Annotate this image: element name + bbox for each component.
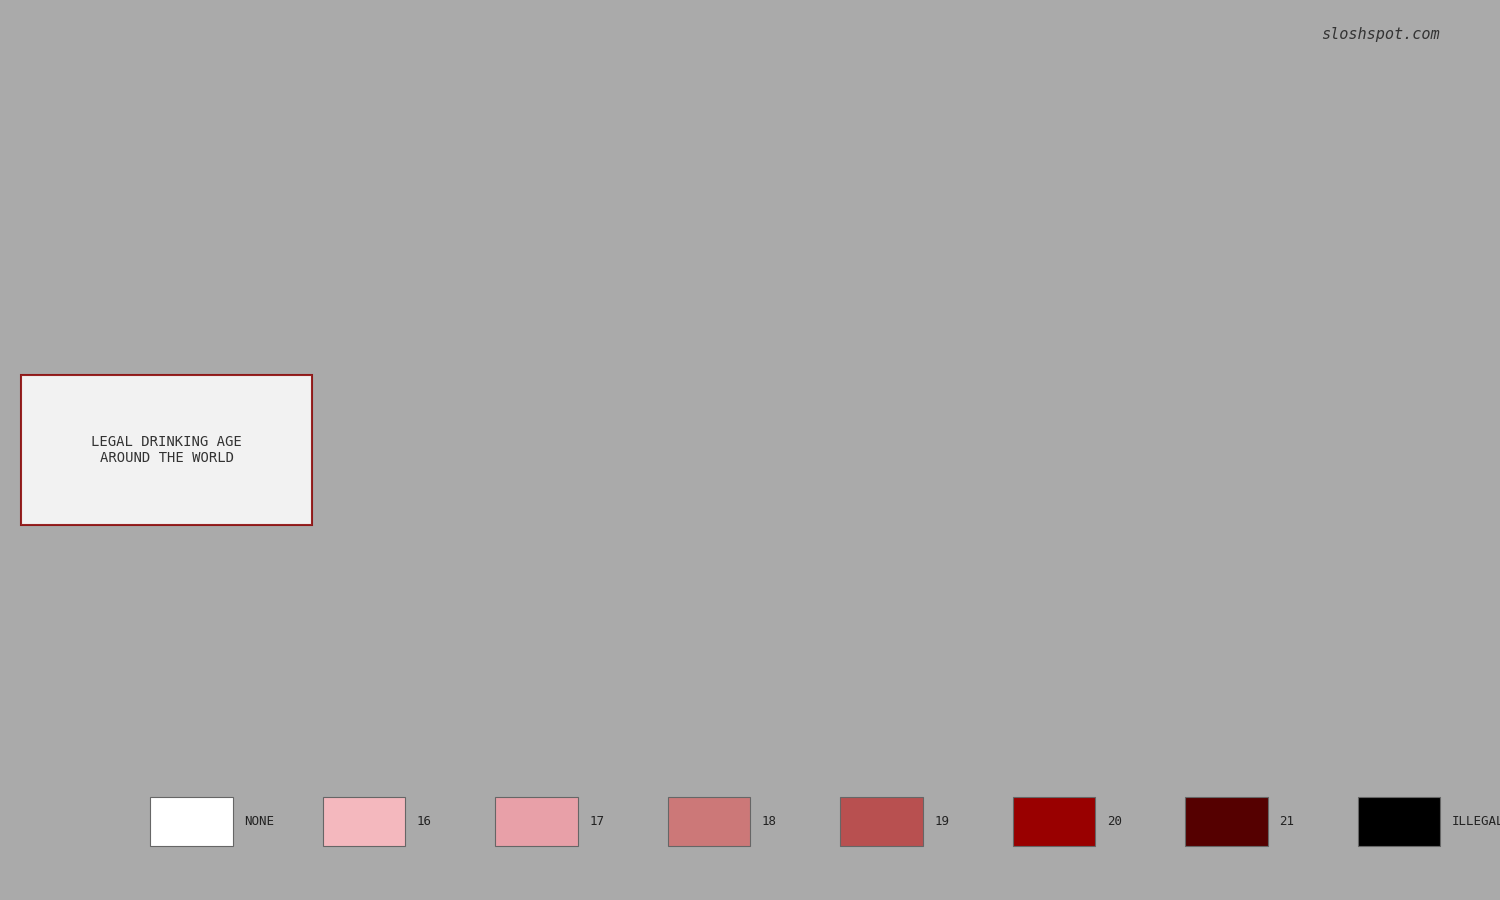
Text: 20: 20 <box>1107 814 1122 828</box>
Text: 16: 16 <box>417 814 432 828</box>
Text: sloshspot.com: sloshspot.com <box>1322 27 1440 42</box>
Text: 17: 17 <box>590 814 604 828</box>
Text: ILLEGAL: ILLEGAL <box>1452 814 1500 828</box>
Text: LEGAL DRINKING AGE
AROUND THE WORLD: LEGAL DRINKING AGE AROUND THE WORLD <box>92 435 242 465</box>
Text: NONE: NONE <box>244 814 274 828</box>
FancyBboxPatch shape <box>21 375 312 525</box>
Text: 18: 18 <box>762 814 777 828</box>
Text: 21: 21 <box>1280 814 1294 828</box>
Text: 19: 19 <box>934 814 950 828</box>
